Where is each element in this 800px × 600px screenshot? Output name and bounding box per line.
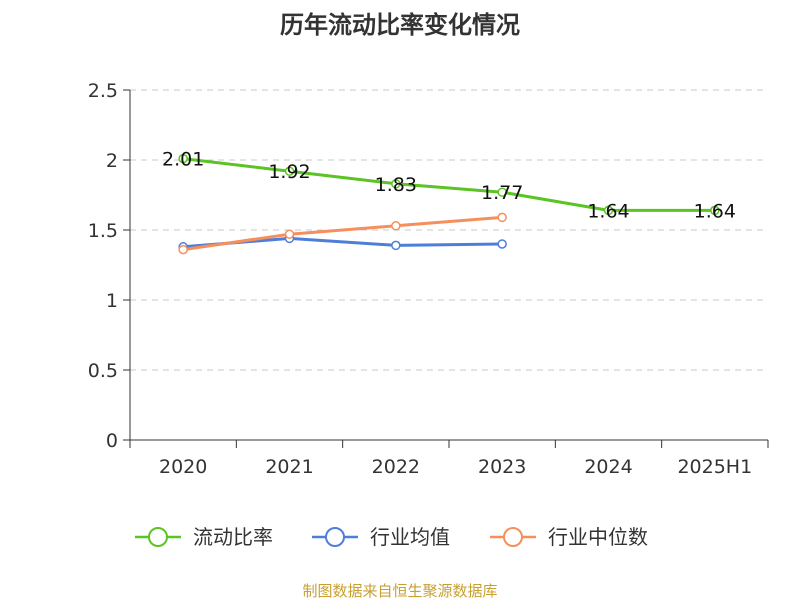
data-point [710, 205, 720, 216]
legend-item[interactable]: 行业中位数 [490, 525, 648, 549]
axes: 0 0.5 1 1.5 2 2.5 2020 2021 2022 2023 2024 2025H1 [88, 80, 769, 478]
legend-marker [503, 527, 523, 547]
x-tick-label: 2020 [159, 456, 207, 478]
x-tick-label: 2023 [478, 456, 526, 478]
legend-item[interactable]: 行业均值 [312, 525, 450, 549]
y-tick-label: 2 [106, 150, 118, 172]
x-tick-label: 2024 [584, 456, 632, 478]
legend-item[interactable]: 流动比率 [135, 525, 273, 549]
series-line [182, 157, 715, 212]
data-label: 1.92 [268, 161, 310, 183]
data-point [603, 205, 614, 216]
series-line [182, 215, 503, 252]
data-label: 1.83 [375, 174, 417, 196]
data-label: 1.77 [481, 182, 523, 204]
x-tick-label: 2022 [372, 456, 420, 478]
data-point [178, 244, 188, 255]
data-point [178, 153, 188, 164]
data-point [497, 187, 507, 197]
legend-marker [325, 527, 345, 547]
chart-title: 历年流动比率变化情况 [280, 11, 520, 39]
source-note: 制图数据来自恒生聚源数据库 [302, 582, 497, 600]
data-point [391, 240, 401, 251]
data-point [497, 239, 507, 249]
legend-marker [148, 527, 168, 547]
y-tick-label: 1.5 [88, 220, 118, 242]
data-label: 1.64 [587, 200, 629, 222]
y-tick-label: 0.5 [88, 360, 118, 382]
data-point [391, 179, 401, 189]
data-label: 2.01 [162, 149, 204, 171]
y-tick-label: 0 [106, 430, 118, 452]
data-point [497, 212, 507, 223]
data-point [391, 221, 401, 231]
x-tick-label: 2025H1 [677, 456, 752, 478]
data-point [284, 229, 295, 239]
data-labels: 2.01 1.92 1.83 1.77 1.64 1.64 [162, 149, 736, 223]
data-label: 1.64 [694, 200, 736, 222]
y-tick-label: 1 [106, 290, 118, 312]
legend-label: 流动比率 [193, 525, 273, 549]
series-layer [178, 153, 720, 255]
legend-label: 行业均值 [370, 525, 450, 549]
y-tick-label: 2.5 [88, 80, 118, 102]
x-tick-label: 2021 [265, 456, 313, 478]
grid-lines [130, 89, 768, 371]
data-point [284, 166, 295, 176]
legend[interactable]: 流动比率 行业均值 行业中位数 [135, 525, 648, 549]
legend-label: 行业中位数 [548, 525, 648, 549]
